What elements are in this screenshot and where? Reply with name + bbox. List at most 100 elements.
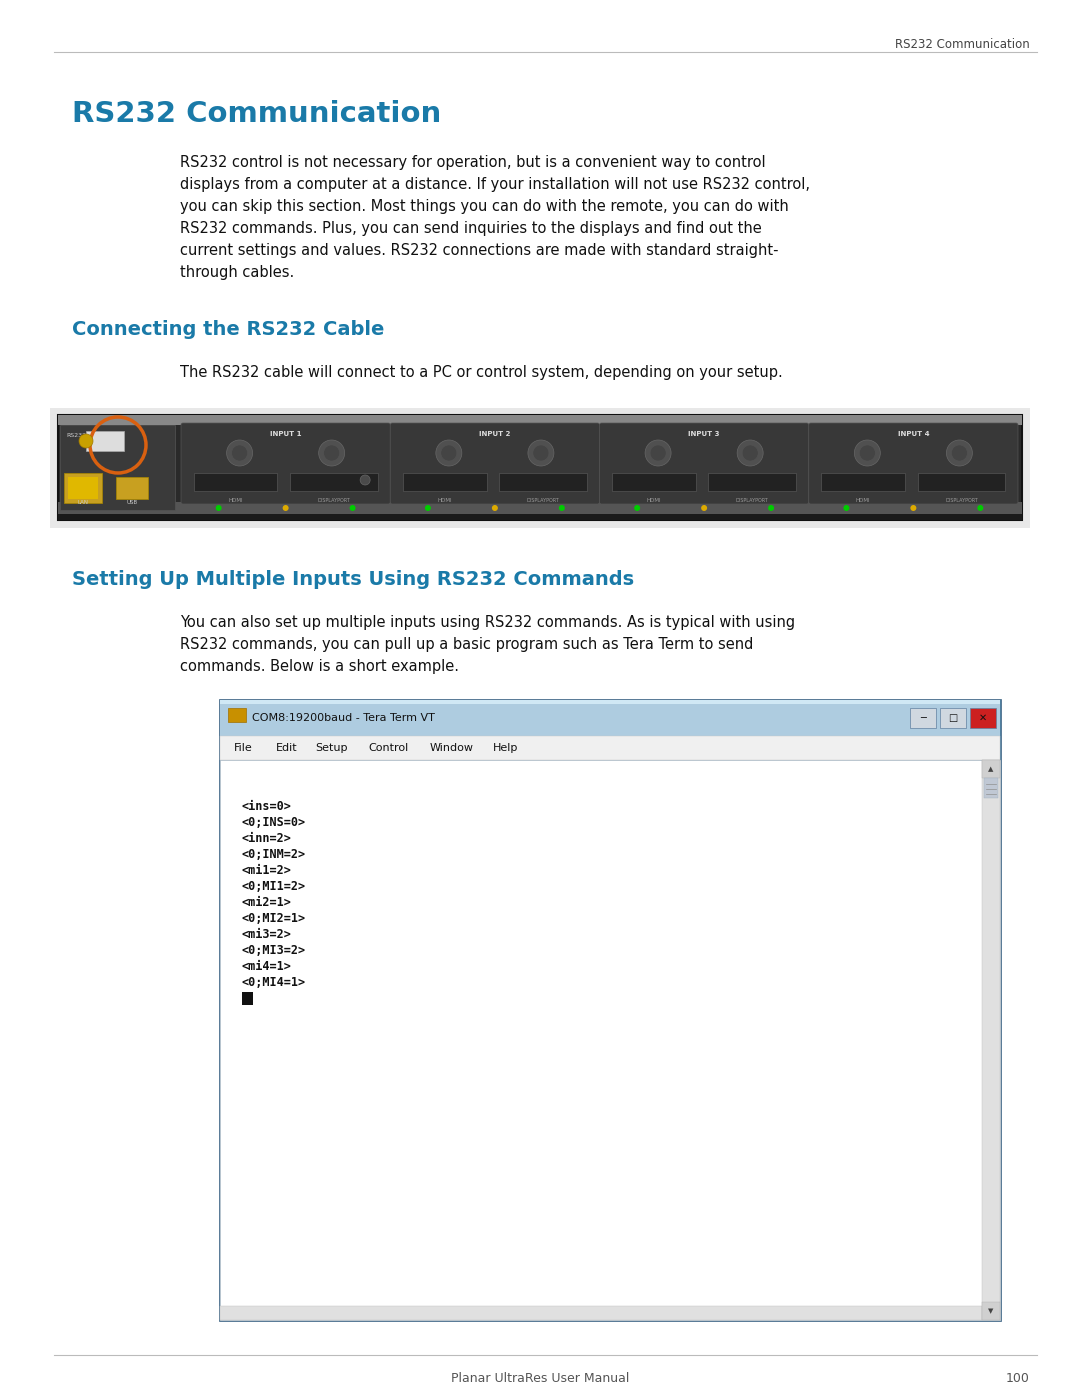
Text: Planar UltraRes User Manual: Planar UltraRes User Manual bbox=[450, 1372, 630, 1384]
Text: through cables.: through cables. bbox=[180, 265, 294, 279]
Circle shape bbox=[977, 504, 983, 511]
Circle shape bbox=[558, 504, 565, 511]
Circle shape bbox=[283, 504, 288, 511]
Text: you can skip this section. Most things you can do with the remote, you can do wi: you can skip this section. Most things y… bbox=[180, 198, 788, 214]
Text: File: File bbox=[234, 743, 253, 753]
Bar bbox=[58, 514, 1022, 520]
Bar bbox=[58, 415, 1022, 425]
Circle shape bbox=[79, 434, 93, 448]
Text: ▼: ▼ bbox=[988, 1308, 994, 1315]
Bar bbox=[982, 760, 1000, 1320]
Text: RS232 commands, you can pull up a basic program such as Tera Term to send: RS232 commands, you can pull up a basic … bbox=[180, 637, 754, 652]
Bar bbox=[60, 425, 175, 510]
Text: Edit: Edit bbox=[276, 743, 298, 753]
Bar bbox=[193, 474, 278, 490]
Text: □: □ bbox=[948, 712, 958, 724]
Text: Connecting the RS232 Cable: Connecting the RS232 Cable bbox=[72, 320, 384, 339]
Text: current settings and values. RS232 connections are made with standard straight-: current settings and values. RS232 conne… bbox=[180, 243, 779, 258]
Text: <inn=2>: <inn=2> bbox=[242, 833, 292, 845]
Bar bbox=[220, 736, 1000, 760]
Text: DISPLAYPORT: DISPLAYPORT bbox=[945, 497, 977, 503]
Text: USB: USB bbox=[126, 500, 137, 504]
FancyBboxPatch shape bbox=[599, 423, 809, 504]
Bar bbox=[708, 474, 796, 490]
Bar bbox=[220, 1306, 982, 1320]
Bar bbox=[982, 1302, 1000, 1320]
Text: RS232: RS232 bbox=[66, 433, 86, 439]
Text: DISPLAYPORT: DISPLAYPORT bbox=[735, 497, 769, 503]
Bar bbox=[228, 708, 246, 722]
Bar bbox=[116, 476, 148, 499]
Text: <0;INS=0>: <0;INS=0> bbox=[242, 816, 306, 828]
Text: <mi3=2>: <mi3=2> bbox=[242, 928, 292, 942]
Bar bbox=[64, 474, 102, 503]
Circle shape bbox=[491, 504, 498, 511]
Bar bbox=[50, 408, 1030, 528]
Circle shape bbox=[360, 475, 370, 485]
Bar bbox=[612, 474, 696, 490]
Circle shape bbox=[324, 446, 340, 461]
Text: Setup: Setup bbox=[315, 743, 348, 753]
Bar bbox=[821, 474, 905, 490]
Bar bbox=[220, 700, 1000, 704]
Text: INPUT 1: INPUT 1 bbox=[270, 432, 301, 437]
Circle shape bbox=[860, 446, 876, 461]
Circle shape bbox=[650, 446, 666, 461]
Text: <0;MI2=1>: <0;MI2=1> bbox=[242, 912, 306, 925]
Text: RS232 Communication: RS232 Communication bbox=[72, 101, 442, 129]
FancyBboxPatch shape bbox=[181, 423, 390, 504]
Circle shape bbox=[227, 440, 253, 467]
Bar bbox=[289, 474, 378, 490]
Circle shape bbox=[738, 440, 764, 467]
Circle shape bbox=[742, 446, 758, 461]
Text: 100: 100 bbox=[1007, 1372, 1030, 1384]
Text: <mi2=1>: <mi2=1> bbox=[242, 895, 292, 909]
Text: LAN: LAN bbox=[78, 500, 89, 504]
Text: <mi1=2>: <mi1=2> bbox=[242, 863, 292, 877]
Bar bbox=[86, 432, 124, 451]
Text: ▲: ▲ bbox=[988, 766, 994, 773]
Circle shape bbox=[843, 504, 849, 511]
Circle shape bbox=[350, 504, 355, 511]
Circle shape bbox=[436, 440, 462, 467]
Circle shape bbox=[768, 504, 774, 511]
Text: HDMI: HDMI bbox=[855, 497, 870, 503]
FancyBboxPatch shape bbox=[809, 423, 1018, 504]
Circle shape bbox=[441, 446, 457, 461]
Text: <0;MI3=2>: <0;MI3=2> bbox=[242, 944, 306, 957]
Text: HDMI: HDMI bbox=[228, 497, 243, 503]
Bar bbox=[220, 700, 1000, 736]
Bar bbox=[499, 474, 586, 490]
Text: RS232 Communication: RS232 Communication bbox=[895, 38, 1030, 52]
Bar bbox=[982, 760, 1000, 778]
Text: The RS232 cable will connect to a PC or control system, depending on your setup.: The RS232 cable will connect to a PC or … bbox=[180, 365, 783, 380]
Bar bbox=[984, 778, 998, 798]
Text: displays from a computer at a distance. If your installation will not use RS232 : displays from a computer at a distance. … bbox=[180, 177, 810, 191]
Text: INPUT 3: INPUT 3 bbox=[688, 432, 720, 437]
Bar bbox=[220, 760, 1000, 1320]
Bar bbox=[403, 474, 486, 490]
Bar bbox=[970, 708, 996, 728]
Bar bbox=[910, 708, 936, 728]
Text: Setting Up Multiple Inputs Using RS232 Commands: Setting Up Multiple Inputs Using RS232 C… bbox=[72, 570, 634, 590]
Text: Window: Window bbox=[430, 743, 474, 753]
Text: <0;MI4=1>: <0;MI4=1> bbox=[242, 977, 306, 989]
Text: Control: Control bbox=[368, 743, 408, 753]
Circle shape bbox=[946, 440, 972, 467]
FancyBboxPatch shape bbox=[390, 423, 599, 504]
Bar bbox=[58, 415, 1022, 520]
Bar bbox=[940, 708, 966, 728]
Text: DISPLAYPORT: DISPLAYPORT bbox=[318, 497, 350, 503]
Text: INPUT 2: INPUT 2 bbox=[480, 432, 511, 437]
Circle shape bbox=[319, 440, 345, 467]
Circle shape bbox=[634, 504, 640, 511]
Bar bbox=[68, 476, 98, 499]
Text: DISPLAYPORT: DISPLAYPORT bbox=[527, 497, 559, 503]
Circle shape bbox=[528, 440, 554, 467]
Bar bbox=[242, 992, 253, 1004]
Text: HDMI: HDMI bbox=[647, 497, 661, 503]
Text: You can also set up multiple inputs using RS232 commands. As is typical with usi: You can also set up multiple inputs usin… bbox=[180, 615, 795, 630]
Text: HDMI: HDMI bbox=[437, 497, 451, 503]
Circle shape bbox=[645, 440, 671, 467]
Text: RS232 commands. Plus, you can send inquiries to the displays and find out the: RS232 commands. Plus, you can send inqui… bbox=[180, 221, 761, 236]
